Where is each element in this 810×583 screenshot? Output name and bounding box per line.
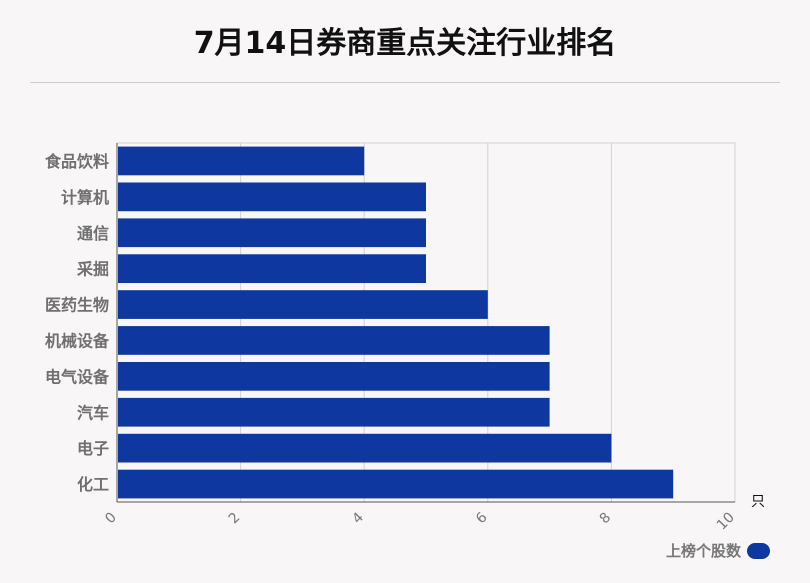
bar [118, 433, 612, 463]
legend-label: 上榜个股数 [665, 542, 741, 560]
x-tick-label: 4 [349, 509, 367, 527]
bar [118, 218, 426, 248]
category-label: 电气设备 [45, 367, 110, 386]
bar [118, 397, 550, 427]
category-label: 化工 [77, 475, 109, 494]
bar [118, 182, 426, 212]
category-label: 计算机 [61, 188, 109, 207]
x-axis-unit: 只 [751, 494, 765, 510]
x-tick-label: 6 [473, 509, 491, 527]
bar [118, 290, 488, 319]
category-label: 电子 [77, 439, 109, 458]
legend-swatch [747, 542, 770, 559]
x-tick-label: 0 [102, 510, 120, 528]
bar [118, 254, 426, 284]
bar [118, 361, 550, 391]
title-divider [30, 82, 780, 83]
category-label: 食品饮料 [44, 152, 109, 171]
category-label: 通信 [77, 224, 109, 243]
chart-title: 7月14日券商重点关注行业排名 [193, 26, 617, 61]
category-label: 机械设备 [45, 331, 110, 350]
x-tick-label: 10 [714, 510, 738, 534]
category-label: 医药生物 [45, 296, 109, 315]
bar [118, 469, 674, 499]
category-label: 汽车 [77, 403, 109, 422]
x-tick-label: 8 [597, 510, 615, 528]
bar [118, 146, 365, 176]
x-tick-label: 2 [226, 510, 244, 528]
category-label: 采掘 [76, 260, 109, 279]
bar [118, 326, 550, 355]
legend: 上榜个股数 [666, 540, 770, 561]
